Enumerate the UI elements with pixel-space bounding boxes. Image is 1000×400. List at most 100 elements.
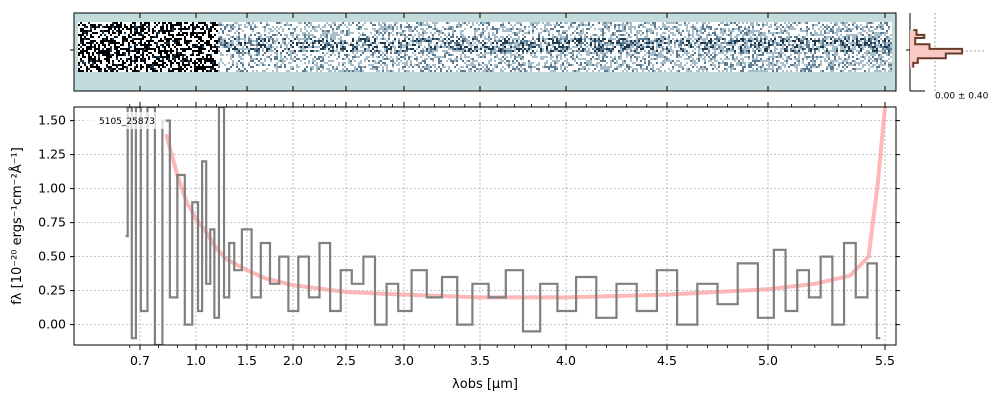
spectrum-2d-pixel <box>238 68 240 70</box>
spectrum-2d-pixel <box>292 56 294 58</box>
spectrum-2d-pixel <box>434 32 436 34</box>
spectrum-2d-pixel <box>232 28 234 30</box>
spectrum-2d-pixel <box>436 56 438 58</box>
spectrum-2d-pixel <box>172 54 174 56</box>
spectrum-2d-pixel <box>208 52 210 54</box>
spectrum-2d-pixel <box>328 42 330 44</box>
spectrum-2d-pixel <box>222 32 224 34</box>
spectrum-2d-pixel <box>384 62 386 64</box>
spectrum-2d-pixel <box>144 22 146 24</box>
spectrum-2d-pixel <box>116 30 118 32</box>
spectrum-2d-pixel <box>444 42 446 44</box>
spectrum-2d-pixel <box>366 60 368 62</box>
spectrum-2d-pixel <box>222 44 224 46</box>
spectrum-2d-pixel <box>286 52 288 54</box>
spectrum-2d-pixel <box>130 66 132 68</box>
spectrum-2d-pixel <box>440 28 442 30</box>
spectrum-2d-pixel <box>146 26 148 28</box>
spectrum-2d-pixel <box>200 32 202 34</box>
spectrum-2d-pixel <box>128 38 130 40</box>
spectrum-2d-pixel <box>334 48 336 50</box>
spectrum-2d-pixel <box>224 28 226 30</box>
spectrum-2d-pixel <box>112 46 114 48</box>
spectrum-2d-pixel <box>356 56 358 58</box>
spectrum-2d-pixel <box>464 50 466 52</box>
spectrum-2d-pixel <box>228 44 230 46</box>
spectrum-2d-pixel <box>422 64 424 66</box>
spectrum-2d-pixel <box>320 34 322 36</box>
spectrum-2d-pixel <box>252 54 254 56</box>
spectrum-2d-pixel <box>140 54 142 56</box>
spectrum-2d-pixel <box>360 46 362 48</box>
spectrum-2d-pixel <box>134 24 136 26</box>
spectrum-2d-pixel <box>336 70 338 72</box>
spectrum-2d-pixel <box>404 30 406 32</box>
spectrum-2d-pixel <box>434 40 436 42</box>
spectrum-2d-pixel <box>182 28 184 30</box>
spectrum-2d-pixel <box>194 42 196 44</box>
spectrum-2d-pixel <box>204 24 206 26</box>
spectrum-2d-pixel <box>310 56 312 58</box>
spectrum-2d-pixel <box>306 26 308 28</box>
spectrum-2d-pixel <box>384 38 386 40</box>
spectrum-2d-pixel <box>246 68 248 70</box>
spectrum-2d-pixel <box>234 24 236 26</box>
spectrum-2d-pixel <box>318 38 320 40</box>
spectrum-2d-pixel <box>422 36 424 38</box>
spectrum-2d-pixel <box>414 38 416 40</box>
spectrum-2d-pixel <box>174 42 176 44</box>
spectrum-2d-pixel <box>260 68 262 70</box>
spectrum-2d-pixel <box>178 54 180 56</box>
spectrum-2d-pixel <box>80 38 82 40</box>
spectrum-2d-pixel <box>380 70 382 72</box>
spectrum-2d-pixel <box>348 34 350 36</box>
spectrum-2d-pixel <box>84 34 86 36</box>
spectrum-2d-pixel <box>326 44 328 46</box>
spectrum-2d-pixel <box>452 68 454 70</box>
spectrum-2d-pixel <box>468 36 470 38</box>
spectrum-2d-pixel <box>382 42 384 44</box>
spectrum-2d-pixel <box>320 44 322 46</box>
spectrum-2d-pixel <box>408 56 410 58</box>
spectrum-2d-pixel <box>222 26 224 28</box>
spectrum-2d-pixel <box>110 40 112 42</box>
spectrum-2d-pixel <box>132 48 134 50</box>
spectrum-2d-pixel <box>406 34 408 36</box>
spectrum-2d-pixel <box>296 38 298 40</box>
spectrum-2d-pixel <box>136 64 138 66</box>
spectrum-2d-pixel <box>120 50 122 52</box>
spectrum-2d-pixel <box>148 66 150 68</box>
spectrum-2d-pixel <box>454 32 456 34</box>
spectrum-2d-pixel <box>208 34 210 36</box>
spectrum-2d-pixel <box>382 28 384 30</box>
spectrum-2d-pixel <box>348 38 350 40</box>
spectrum-2d-pixel <box>440 62 442 64</box>
spectrum-2d-pixel <box>320 30 322 32</box>
spectrum-2d-pixel <box>356 58 358 60</box>
spectrum-2d-pixel <box>366 46 368 48</box>
spectrum-2d-pixel <box>450 38 452 40</box>
spectrum-2d-pixel <box>294 34 296 36</box>
spectrum-2d-pixel <box>458 58 460 60</box>
spectrum-2d-pixel <box>372 54 374 56</box>
spectrum-2d-pixel <box>146 44 148 46</box>
spectrum-2d-pixel <box>100 28 102 30</box>
spectrum-2d-pixel <box>466 32 468 34</box>
spectrum-2d-pixel <box>308 54 310 56</box>
spectrum-2d-pixel <box>452 28 454 30</box>
spectrum-2d-pixel <box>92 66 94 68</box>
spectrum-2d-pixel <box>394 60 396 62</box>
spectrum-2d-pixel <box>446 46 448 48</box>
spectrum-2d-pixel <box>176 46 178 48</box>
spectrum-2d-pixel <box>156 58 158 60</box>
spectrum-2d-pixel <box>180 36 182 38</box>
spectrum-2d-pixel <box>186 38 188 40</box>
spectrum-2d-pixel <box>356 34 358 36</box>
spectrum-2d-pixel <box>360 68 362 70</box>
spectrum-2d-pixel <box>392 38 394 40</box>
spectrum-2d-pixel <box>92 46 94 48</box>
spectrum-2d-pixel <box>234 64 236 66</box>
spectrum-2d-pixel <box>302 52 304 54</box>
spectrum-2d-pixel <box>360 24 362 26</box>
spectrum-2d-pixel <box>344 26 346 28</box>
